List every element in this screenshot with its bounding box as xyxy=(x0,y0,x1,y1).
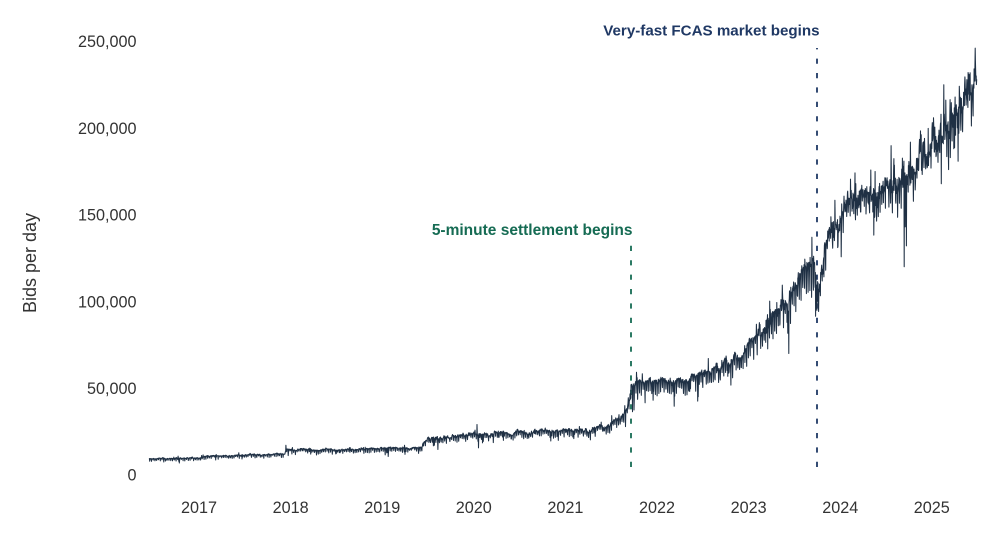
svg-text:5-minute settlement begins: 5-minute settlement begins xyxy=(432,222,633,239)
svg-text:250,000: 250,000 xyxy=(78,33,137,51)
svg-text:100,000: 100,000 xyxy=(78,293,137,311)
svg-text:2020: 2020 xyxy=(456,499,492,517)
svg-text:2024: 2024 xyxy=(822,499,858,517)
svg-text:2017: 2017 xyxy=(181,499,217,517)
svg-text:2021: 2021 xyxy=(547,499,583,517)
svg-text:Bids per day: Bids per day xyxy=(20,213,40,313)
svg-text:0: 0 xyxy=(127,467,136,485)
svg-text:50,000: 50,000 xyxy=(87,380,137,398)
svg-text:Very-fast FCAS market begins: Very-fast FCAS market begins xyxy=(603,23,819,40)
svg-text:200,000: 200,000 xyxy=(78,120,137,138)
svg-text:2019: 2019 xyxy=(364,499,400,517)
svg-text:2022: 2022 xyxy=(639,499,675,517)
svg-text:2025: 2025 xyxy=(914,499,950,517)
svg-text:2023: 2023 xyxy=(731,499,767,517)
svg-text:2018: 2018 xyxy=(273,499,309,517)
svg-text:150,000: 150,000 xyxy=(78,207,137,225)
